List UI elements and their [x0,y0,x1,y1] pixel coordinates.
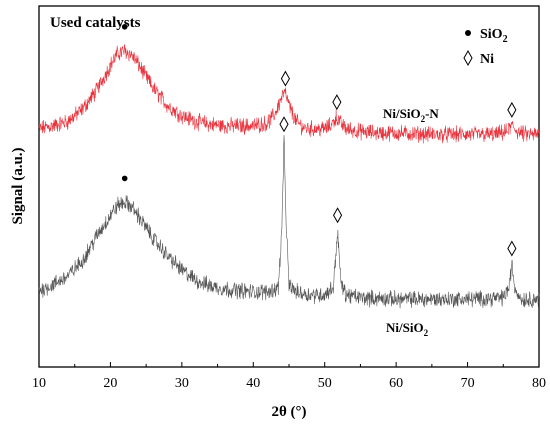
peak-marker-diamond-s1-3 [507,240,517,257]
x-tick-label-60: 60 [389,376,403,391]
peak-marker-dot-s1-0 [121,175,128,182]
x-axis-label: 2θ (°) [271,404,306,420]
x-tick-label-10: 10 [32,376,46,391]
peak-marker-diamond-s1-2 [332,207,343,224]
series-line-1 [38,135,540,309]
series-line-0 [38,44,540,144]
series-label-ni-sio2-n: Ni/SiO2-N [383,106,439,124]
peak-markers [121,24,517,257]
x-tick-label-30: 30 [175,376,189,391]
peak-marker-dot-s0-0 [121,24,128,30]
plot-frame [38,5,540,368]
peak-marker-diamond-s0-2 [332,94,342,111]
peak-marker-diamond-s1-1 [279,116,289,133]
legend-diamond-marker [463,49,473,67]
peak-marker-diamond-s0-1 [280,70,291,87]
x-tick-label-40: 40 [246,376,260,391]
chart-title: Used catalysts [50,15,141,31]
legend: SiO2 Ni [463,27,508,67]
x-tick-label-80: 80 [532,376,546,391]
x-tick-label-20: 20 [103,376,117,391]
x-axis-ticks: 10 20 30 40 50 60 70 80 [32,362,546,391]
x-tick-label-70: 70 [461,376,475,391]
legend-dot-marker [465,30,471,36]
series-layer [38,44,540,309]
y-axis-label: Signal (a.u.) [10,147,26,224]
legend-ni-label: Ni [480,52,494,67]
x-tick-label-50: 50 [318,376,332,391]
series-label-ni-sio2: Ni/SiO2 [386,320,429,338]
peak-marker-diamond-s0-3 [507,101,517,118]
legend-sio2-label: SiO2 [480,27,508,45]
